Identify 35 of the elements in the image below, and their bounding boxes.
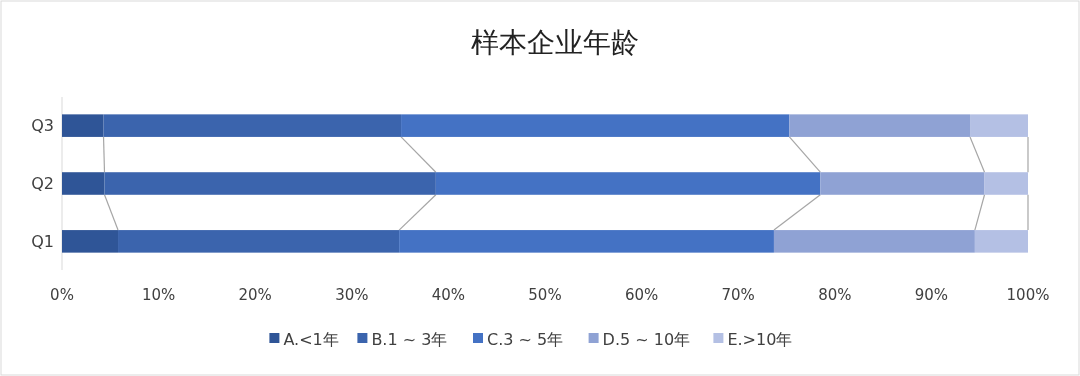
bar <box>399 230 774 253</box>
bar <box>62 114 104 137</box>
legend-label: E.>10年 <box>727 329 793 349</box>
bar <box>401 114 790 137</box>
x-tick-label: 0% <box>50 286 74 304</box>
legend-label: B.1 ~ 3年 <box>371 329 448 349</box>
bar <box>984 172 1028 195</box>
bar <box>118 230 400 253</box>
x-tick-label: 100% <box>1006 286 1050 304</box>
bar <box>62 172 105 195</box>
bar <box>104 172 436 195</box>
chart-title: 样本企业年龄 <box>471 26 639 59</box>
bar <box>820 172 985 195</box>
x-tick-label: 10% <box>141 286 176 304</box>
x-tick-label: 30% <box>335 286 369 304</box>
x-tick-label: 80% <box>818 286 852 304</box>
y-tick-label: Q2 <box>31 174 54 194</box>
bar <box>435 172 821 195</box>
legend-label: A.<1年 <box>283 329 339 349</box>
bar <box>773 230 975 253</box>
bar <box>62 230 119 253</box>
x-tick-label: 90% <box>914 286 949 304</box>
y-tick-label: Q1 <box>31 231 54 251</box>
y-tick-label: Q3 <box>31 116 54 136</box>
bar <box>789 114 971 137</box>
bar <box>103 114 402 137</box>
bar <box>974 230 1028 253</box>
x-tick-label: 60% <box>624 286 659 304</box>
legend-label: C.3 ~ 5年 <box>487 329 564 349</box>
x-tick-label: 20% <box>238 286 272 304</box>
x-tick-label: 70% <box>721 286 755 304</box>
x-tick-label: 50% <box>528 286 562 304</box>
x-tick-label: 40% <box>431 286 466 304</box>
bar <box>970 114 1028 137</box>
legend-label: D.5 ~ 10年 <box>602 329 691 349</box>
